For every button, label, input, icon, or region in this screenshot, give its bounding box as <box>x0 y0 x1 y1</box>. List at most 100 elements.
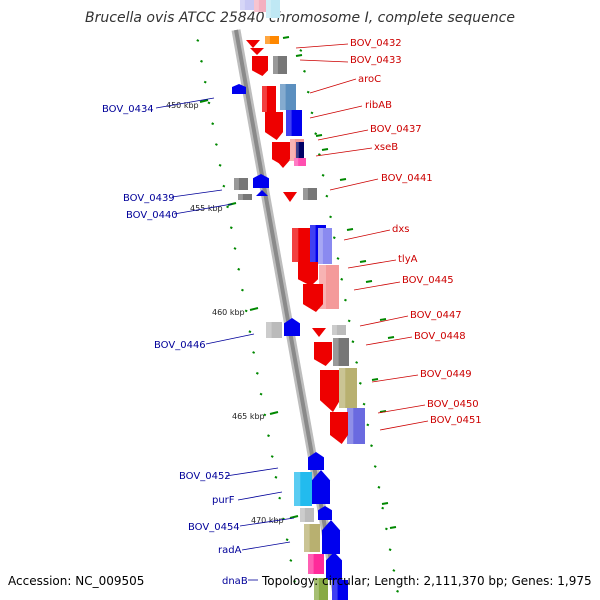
gene-label: BOV_0454 <box>188 522 240 533</box>
gene-label: xseB <box>374 142 398 153</box>
gene-label: BOV_0446 <box>154 340 206 351</box>
gene-block-fill <box>294 158 306 166</box>
gene-block <box>266 322 282 338</box>
tick-mark <box>310 111 314 115</box>
gene-label: purF <box>212 495 235 506</box>
reverse-arrow <box>253 174 269 188</box>
tick-mark <box>389 526 397 529</box>
tick-mark <box>289 559 293 562</box>
tick-mark <box>340 277 344 281</box>
reverse-connector <box>241 541 291 551</box>
label-connectors <box>155 43 429 581</box>
gene-block <box>294 158 306 166</box>
gene-label: BOV_0439 <box>123 193 175 204</box>
gene-block-shine <box>332 580 338 600</box>
tick-mark <box>392 569 396 572</box>
gene-block <box>347 408 365 444</box>
gene-block <box>332 580 348 600</box>
tick-mark <box>321 173 325 177</box>
gene-block-fill <box>319 265 339 309</box>
forward-connector <box>317 129 369 141</box>
tick-mark <box>329 215 333 219</box>
tick-mark <box>237 267 241 271</box>
gene-block-shine <box>292 228 299 262</box>
forward-arrow <box>330 412 348 444</box>
gene-block-fill <box>303 188 317 200</box>
tick-mark <box>373 465 377 468</box>
tick-mark <box>347 319 351 323</box>
tick-mark <box>200 59 203 63</box>
tick-mark <box>379 410 387 413</box>
tick-mark <box>371 378 379 381</box>
gene-label: BOV_0447 <box>410 310 462 321</box>
gene-block-fill <box>240 0 254 10</box>
tick-mark <box>306 90 310 94</box>
gene-block <box>300 508 314 522</box>
gene-block-shine <box>294 472 301 506</box>
tick-mark <box>282 36 290 39</box>
forward-arrow <box>298 262 318 286</box>
gene-block-shine <box>318 228 323 264</box>
gene-block-fill <box>294 472 312 506</box>
gene-block-shine <box>254 0 259 12</box>
backbone <box>231 29 343 600</box>
gene-block <box>265 36 279 44</box>
gene-label: aroC <box>358 74 381 85</box>
tick-mark <box>226 205 230 209</box>
gene-block-shine <box>234 178 239 190</box>
gene-block-fill <box>292 228 310 262</box>
tick-mark <box>317 153 321 156</box>
gene-label: BOV_0440 <box>126 210 178 221</box>
gene-block <box>294 472 312 506</box>
forward-connector <box>365 336 413 346</box>
gene-block-fill <box>318 228 332 264</box>
gene-block-shine <box>240 0 245 10</box>
forward-gene-labels: BOV_0432 BOV_0433 aroC ribAB BOV_0437 xs… <box>350 38 482 426</box>
tick-mark <box>358 381 362 385</box>
gene-block-shine <box>238 194 243 200</box>
gene-block-fill <box>254 0 268 12</box>
forward-arrow <box>303 284 323 312</box>
gene-block <box>304 524 320 552</box>
tick-mark <box>381 502 389 505</box>
gene-block-fill <box>332 580 348 600</box>
tick-mark <box>351 340 355 344</box>
forward-connector <box>353 281 401 291</box>
tick-mark <box>233 247 237 250</box>
gene-label: BOV_0441 <box>381 173 433 184</box>
scale-labels: 450 kbp 455 kbp 460 kbp 465 kbp 470 kbp <box>166 101 284 525</box>
tick-mark <box>196 39 200 42</box>
tick-mark <box>355 361 359 364</box>
small-arrow <box>246 40 260 48</box>
gene-block-shine <box>308 554 314 574</box>
tick-mark <box>344 298 347 302</box>
gene-block <box>238 194 252 200</box>
reverse-connector <box>239 517 295 527</box>
gene-block-fill <box>266 322 282 338</box>
tick-marks <box>196 36 400 593</box>
tick-mark <box>263 413 267 417</box>
gene-block-shine <box>296 142 299 160</box>
tick-mark <box>362 402 366 406</box>
gene-block <box>333 338 349 366</box>
scale-label: 470 kbp <box>251 516 284 525</box>
gene-block-shine <box>262 86 267 112</box>
gene-block-fill <box>280 84 296 110</box>
tick-mark <box>314 132 318 136</box>
tick-mark <box>381 506 385 510</box>
tick-mark <box>270 455 274 458</box>
forward-connector <box>343 229 391 241</box>
forward-connector <box>371 374 419 383</box>
gene-block-fill <box>262 86 276 112</box>
reverse-arrow <box>308 452 324 470</box>
tick-mark <box>211 122 215 126</box>
tick-mark <box>379 318 387 321</box>
tick-mark <box>295 54 303 57</box>
gene-block-shine <box>347 408 354 444</box>
summary-text: Topology: circular; Length: 2,111,370 bp… <box>261 574 592 588</box>
tick-mark <box>285 538 289 542</box>
reverse-gene-labels: BOV_0434 BOV_0439 BOV_0440 BOV_0446 BOV_… <box>102 104 248 587</box>
forward-arrow <box>265 112 283 140</box>
gene-block <box>308 554 324 574</box>
tick-mark <box>299 49 303 52</box>
